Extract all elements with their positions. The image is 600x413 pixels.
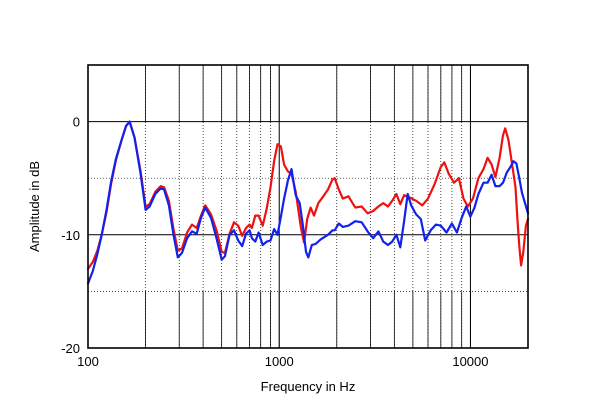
plot-frame (87, 64, 529, 349)
x-tick-label: 1000 (265, 354, 294, 369)
x-tick-label: 10000 (452, 354, 488, 369)
series-layer (86, 120, 530, 285)
y-tick-label: 0 (73, 115, 80, 130)
y-axis-title: Amplitude in dB (27, 161, 42, 252)
tick-labels: 100 1000 10000 0 -10 -20 (61, 115, 488, 369)
series-line-2 (86, 120, 530, 285)
minor-gridlines (88, 65, 529, 348)
x-tick-label: 100 (77, 354, 99, 369)
x-axis-title: Frequency in Hz (261, 379, 356, 394)
major-gridlines (88, 65, 528, 348)
y-tick-label: -10 (61, 228, 80, 243)
series-line-1 (86, 120, 530, 270)
y-tick-label: -20 (61, 341, 80, 356)
